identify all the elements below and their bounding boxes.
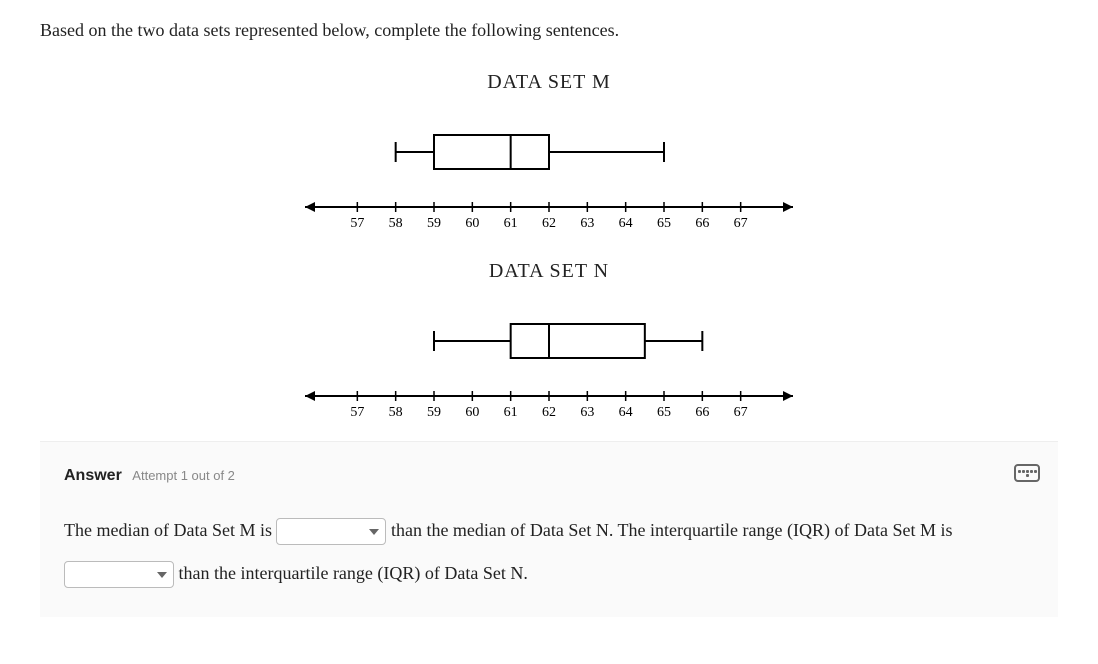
boxplot-n: 57 58 59 60 61 62 63 64 65 66 67 xyxy=(289,301,809,421)
plot-n-title: DATA SET N xyxy=(289,260,809,283)
answer-label: Answer xyxy=(64,467,122,484)
svg-text:67: 67 xyxy=(734,405,748,420)
svg-text:64: 64 xyxy=(619,216,633,231)
svg-text:59: 59 xyxy=(427,405,441,420)
fill-in-sentence: The median of Data Set M is than the med… xyxy=(64,509,1034,595)
plots-container: DATA SET M 57 58 59 60 61 62 63 64 65 66 67 DATA S… xyxy=(40,61,1058,421)
svg-text:58: 58 xyxy=(389,216,403,231)
svg-text:64: 64 xyxy=(619,405,633,420)
sentence-part-b: than the median of Data Set N. The inter… xyxy=(391,520,953,540)
iqr-compare-select[interactable] xyxy=(64,561,174,588)
attempt-counter: Attempt 1 out of 2 xyxy=(132,468,235,483)
svg-text:67: 67 xyxy=(734,216,748,231)
svg-text:66: 66 xyxy=(695,216,709,231)
sentence-part-c: than the interquartile range (IQR) of Da… xyxy=(179,563,528,583)
svg-text:61: 61 xyxy=(504,216,518,231)
plot-m-title: DATA SET M xyxy=(289,71,809,94)
svg-text:58: 58 xyxy=(389,405,403,420)
question-prompt: Based on the two data sets represented b… xyxy=(40,20,1058,41)
svg-text:65: 65 xyxy=(657,216,671,231)
svg-text:63: 63 xyxy=(580,216,594,231)
keyboard-icon[interactable] xyxy=(1014,464,1040,482)
svg-text:60: 60 xyxy=(465,216,479,231)
svg-text:63: 63 xyxy=(580,405,594,420)
svg-text:62: 62 xyxy=(542,405,556,420)
svg-text:60: 60 xyxy=(465,405,479,420)
svg-text:57: 57 xyxy=(350,405,364,420)
svg-text:59: 59 xyxy=(427,216,441,231)
sentence-part-a: The median of Data Set M is xyxy=(64,520,272,540)
answer-panel: Answer Attempt 1 out of 2 The median of … xyxy=(40,441,1058,617)
svg-text:65: 65 xyxy=(657,405,671,420)
svg-text:61: 61 xyxy=(504,405,518,420)
svg-text:57: 57 xyxy=(350,216,364,231)
svg-text:62: 62 xyxy=(542,216,556,231)
median-compare-select[interactable] xyxy=(276,518,386,545)
svg-text:66: 66 xyxy=(695,405,709,420)
boxplot-m: 57 58 59 60 61 62 63 64 65 66 67 xyxy=(289,112,809,232)
